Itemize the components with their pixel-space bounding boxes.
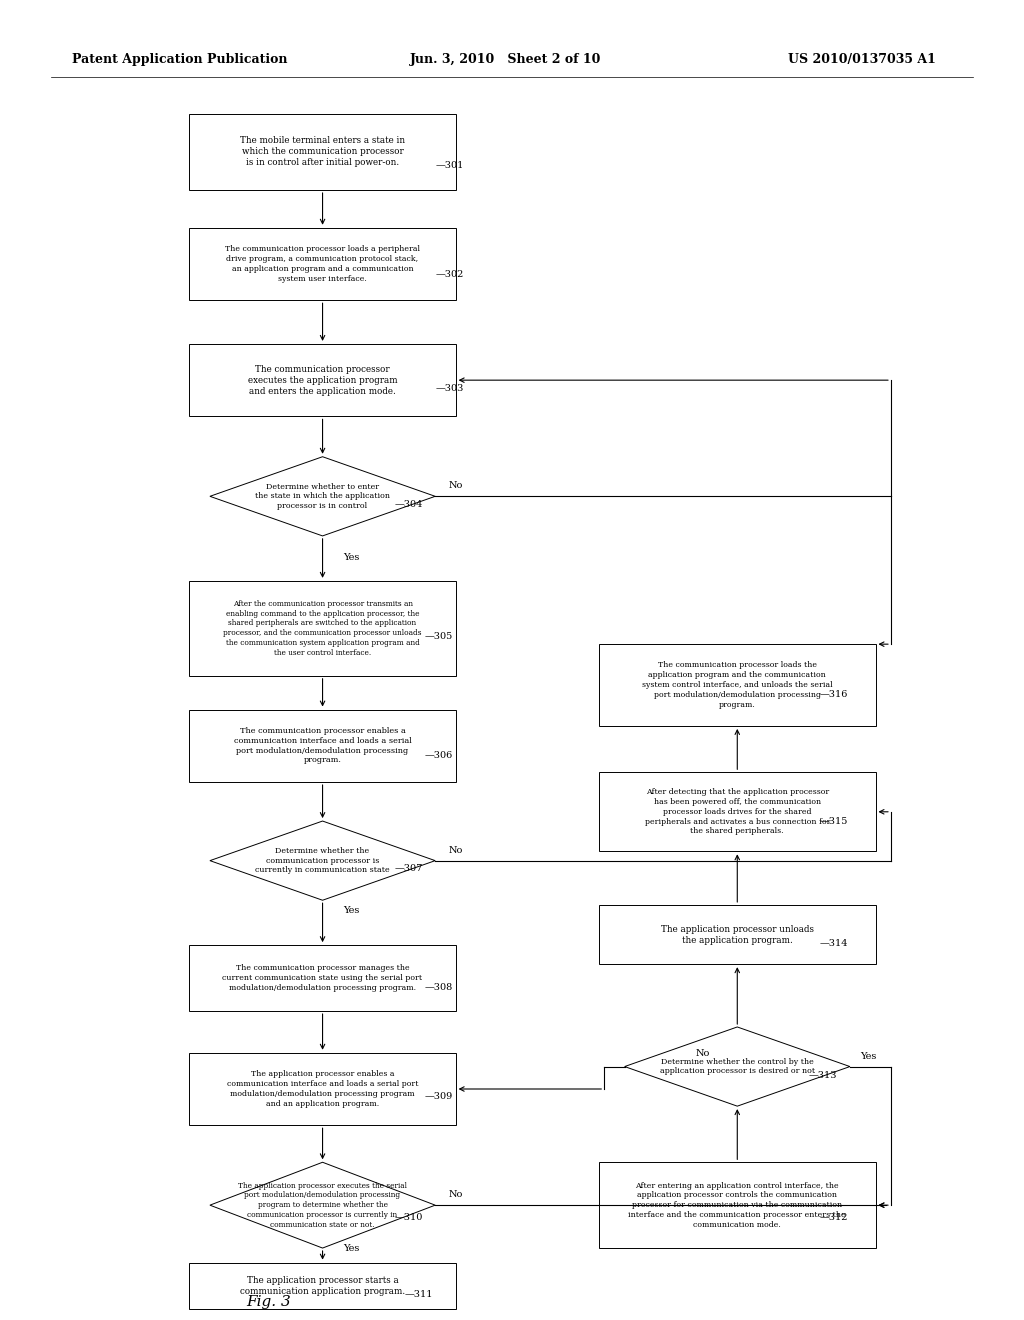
Text: Yes: Yes [343, 553, 359, 562]
FancyBboxPatch shape [189, 343, 456, 417]
FancyBboxPatch shape [599, 1163, 876, 1249]
Text: The application processor unloads
the application program.: The application processor unloads the ap… [660, 924, 814, 945]
FancyBboxPatch shape [599, 906, 876, 964]
Text: No: No [449, 1191, 463, 1200]
Text: —312: —312 [819, 1213, 848, 1221]
Text: The communication processor enables a
communication interface and loads a serial: The communication processor enables a co… [233, 727, 412, 764]
Text: After the communication processor transmits an
enabling command to the applicati: After the communication processor transm… [223, 599, 422, 657]
Text: —308: —308 [425, 983, 454, 991]
FancyBboxPatch shape [189, 1053, 456, 1125]
Text: Patent Application Publication: Patent Application Publication [72, 53, 287, 66]
Text: —309: —309 [425, 1093, 454, 1101]
Text: No: No [695, 1049, 710, 1059]
Text: Yes: Yes [343, 1245, 359, 1254]
FancyBboxPatch shape [189, 227, 456, 300]
Text: The communication processor loads a peripheral
drive program, a communication pr: The communication processor loads a peri… [225, 246, 420, 282]
FancyBboxPatch shape [189, 114, 456, 190]
Text: No: No [449, 846, 463, 855]
Text: No: No [449, 482, 463, 491]
FancyBboxPatch shape [599, 644, 876, 726]
Text: Jun. 3, 2010   Sheet 2 of 10: Jun. 3, 2010 Sheet 2 of 10 [410, 53, 601, 66]
Text: —316: —316 [819, 690, 848, 698]
Text: Yes: Yes [860, 1052, 877, 1061]
Text: —304: —304 [394, 500, 423, 508]
Text: After entering an application control interface, the
application processor contr: After entering an application control in… [629, 1181, 846, 1229]
FancyBboxPatch shape [189, 945, 456, 1011]
Text: After detecting that the application processor
has been powered off, the communi: After detecting that the application pro… [644, 788, 830, 836]
Polygon shape [210, 457, 435, 536]
Polygon shape [625, 1027, 850, 1106]
Polygon shape [210, 1163, 435, 1249]
Text: Determine whether to enter
the state in which the application
processor is in co: Determine whether to enter the state in … [255, 483, 390, 510]
Text: The application processor enables a
communication interface and loads a serial p: The application processor enables a comm… [226, 1071, 419, 1107]
Text: —305: —305 [425, 632, 454, 640]
Text: —306: —306 [425, 751, 454, 759]
Text: —307: —307 [394, 865, 423, 873]
Text: Determine whether the
communication processor is
currently in communication stat: Determine whether the communication proc… [255, 847, 390, 874]
Text: —315: —315 [819, 817, 848, 825]
FancyBboxPatch shape [189, 581, 456, 676]
Text: The communication processor loads the
application program and the communication
: The communication processor loads the ap… [642, 661, 833, 709]
Text: The communication processor
executes the application program
and enters the appl: The communication processor executes the… [248, 364, 397, 396]
Text: —303: —303 [435, 384, 464, 392]
Text: —314: —314 [819, 940, 848, 948]
Text: Fig. 3: Fig. 3 [246, 1295, 291, 1309]
Text: The application processor starts a
communication application program.: The application processor starts a commu… [240, 1275, 406, 1296]
FancyBboxPatch shape [189, 1262, 456, 1309]
Text: —311: —311 [404, 1291, 433, 1299]
Text: The communication processor manages the
current communication state using the se: The communication processor manages the … [222, 965, 423, 991]
Text: —310: —310 [394, 1213, 423, 1221]
Text: US 2010/0137035 A1: US 2010/0137035 A1 [788, 53, 936, 66]
Text: —301: —301 [435, 161, 464, 169]
Polygon shape [210, 821, 435, 900]
Text: —313: —313 [809, 1072, 838, 1080]
FancyBboxPatch shape [599, 772, 876, 851]
Text: —302: —302 [435, 271, 464, 279]
Text: The mobile terminal enters a state in
which the communication processor
is in co: The mobile terminal enters a state in wh… [240, 136, 406, 168]
Text: Determine whether the control by the
application processor is desired or not: Determine whether the control by the app… [659, 1057, 815, 1076]
Text: The application processor executes the serial
port modulation/demodulation proce: The application processor executes the s… [238, 1181, 408, 1229]
FancyBboxPatch shape [189, 710, 456, 781]
Text: Yes: Yes [343, 907, 359, 916]
